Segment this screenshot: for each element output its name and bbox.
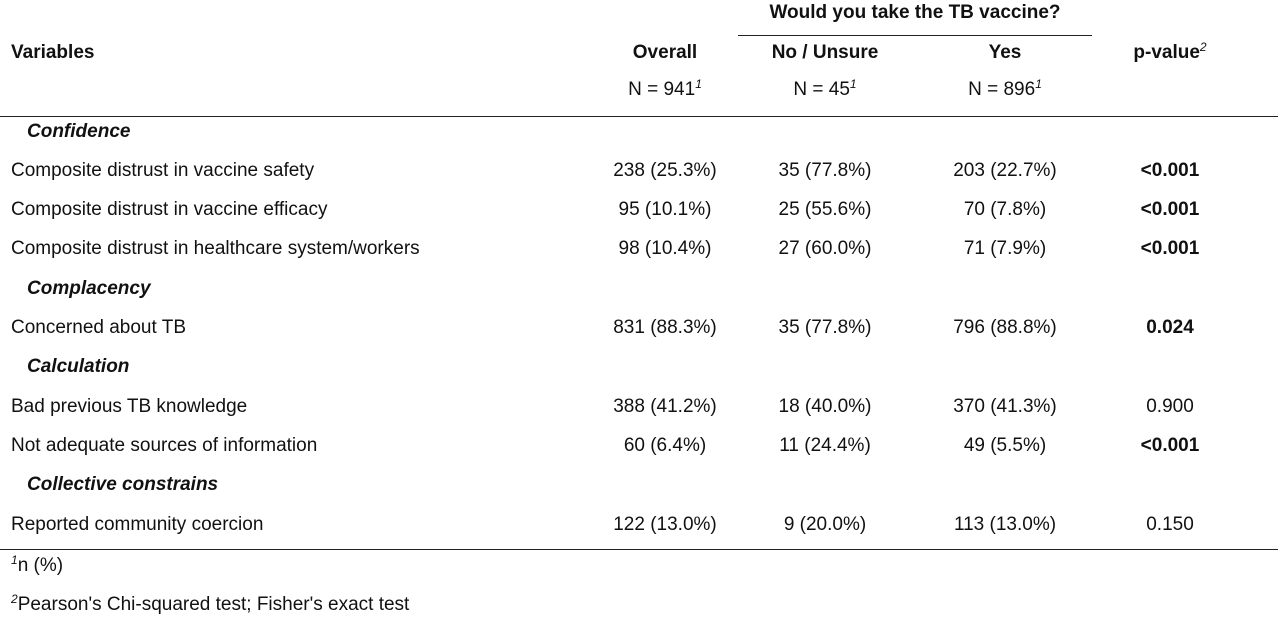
cell-no-unsure: 27 (60.0%) [778, 238, 872, 259]
cell-yes: 49 (5.5%) [963, 435, 1047, 456]
no-unsure-header: No / Unsure [771, 42, 879, 63]
row-label: Composite distrust in vaccine safety [11, 160, 315, 181]
footnote-1: 1n (%) [11, 553, 64, 577]
cell-yes: 370 (41.3%) [953, 396, 1057, 417]
cell-overall: 831 (88.3%) [613, 317, 717, 338]
row-label: Not adequate sources of information [11, 435, 318, 456]
n-overall-text: N = 941 [628, 79, 696, 100]
yes-header: Yes [988, 42, 1022, 63]
cell-yes: 203 (22.7%) [953, 160, 1057, 181]
cell-yes: 796 (88.8%) [953, 317, 1057, 338]
cell-overall: 95 (10.1%) [618, 199, 712, 220]
pvalue-header: p-value2 [1105, 40, 1235, 64]
cell-pvalue: <0.001 [1140, 435, 1200, 456]
footnote-2-mark: 2 [11, 592, 18, 606]
cell-pvalue: 0.900 [1146, 396, 1194, 417]
n-yes-text: N = 896 [968, 79, 1036, 100]
n-overall: N = 9411 [590, 77, 740, 101]
header-rule [0, 116, 1278, 117]
n-no-unsure: N = 451 [740, 77, 910, 101]
cell-overall: 238 (25.3%) [613, 160, 717, 181]
cell-no-unsure: 35 (77.8%) [778, 160, 872, 181]
cell-no-unsure: 11 (24.4%) [779, 435, 871, 456]
row-label: Reported community coercion [11, 514, 264, 535]
cell-no-unsure: 25 (55.6%) [778, 199, 872, 220]
bottom-rule [0, 549, 1278, 550]
pvalue-header-sup: 2 [1199, 40, 1207, 54]
cell-pvalue: <0.001 [1140, 199, 1200, 220]
cell-pvalue: 0.024 [1146, 317, 1194, 338]
cell-pvalue: <0.001 [1140, 160, 1200, 181]
cell-yes: 70 (7.8%) [963, 199, 1047, 220]
cell-yes: 71 (7.9%) [963, 238, 1047, 259]
cell-yes: 113 (13.0%) [953, 514, 1057, 535]
footnote-1-text: n (%) [17, 555, 64, 576]
variables-header: Variables [11, 42, 95, 63]
cell-overall: 60 (6.4%) [623, 435, 707, 456]
footnote-2: 2Pearson's Chi-squared test; Fisher's ex… [11, 592, 410, 616]
footnote-2-text: Pearson's Chi-squared test; Fisher's exa… [17, 594, 410, 615]
n-yes: N = 8961 [905, 77, 1105, 101]
group-header: Would you take the TB vaccine? [769, 2, 1061, 23]
n-overall-sup: 1 [695, 77, 702, 91]
row-label: Bad previous TB knowledge [11, 396, 248, 417]
row-label: Composite distrust in vaccine efficacy [11, 199, 328, 220]
section-title-complacency: Complacency [27, 278, 151, 299]
cell-pvalue: 0.150 [1146, 514, 1194, 535]
pvalue-header-text: p-value [1133, 42, 1200, 63]
cell-pvalue: <0.001 [1140, 238, 1200, 259]
footnote-1-mark: 1 [11, 553, 18, 567]
cell-no-unsure: 35 (77.8%) [778, 317, 872, 338]
overall-header: Overall [632, 42, 698, 63]
section-title-collective: Collective constrains [27, 474, 219, 495]
n-no-sup: 1 [849, 77, 857, 91]
cell-no-unsure: 9 (20.0%) [783, 514, 867, 535]
cell-no-unsure: 18 (40.0%) [778, 396, 872, 417]
n-no-text: N = 45 [793, 79, 850, 100]
cell-overall: 388 (41.2%) [613, 396, 717, 417]
group-header-rule [738, 35, 1092, 36]
cell-overall: 98 (10.4%) [618, 238, 712, 259]
row-label: Concerned about TB [11, 317, 186, 338]
cell-overall: 122 (13.0%) [613, 514, 717, 535]
section-title-calculation: Calculation [27, 356, 130, 377]
section-title-confidence: Confidence [27, 121, 131, 142]
row-label: Composite distrust in healthcare system/… [11, 238, 420, 259]
n-yes-sup: 1 [1035, 77, 1042, 91]
